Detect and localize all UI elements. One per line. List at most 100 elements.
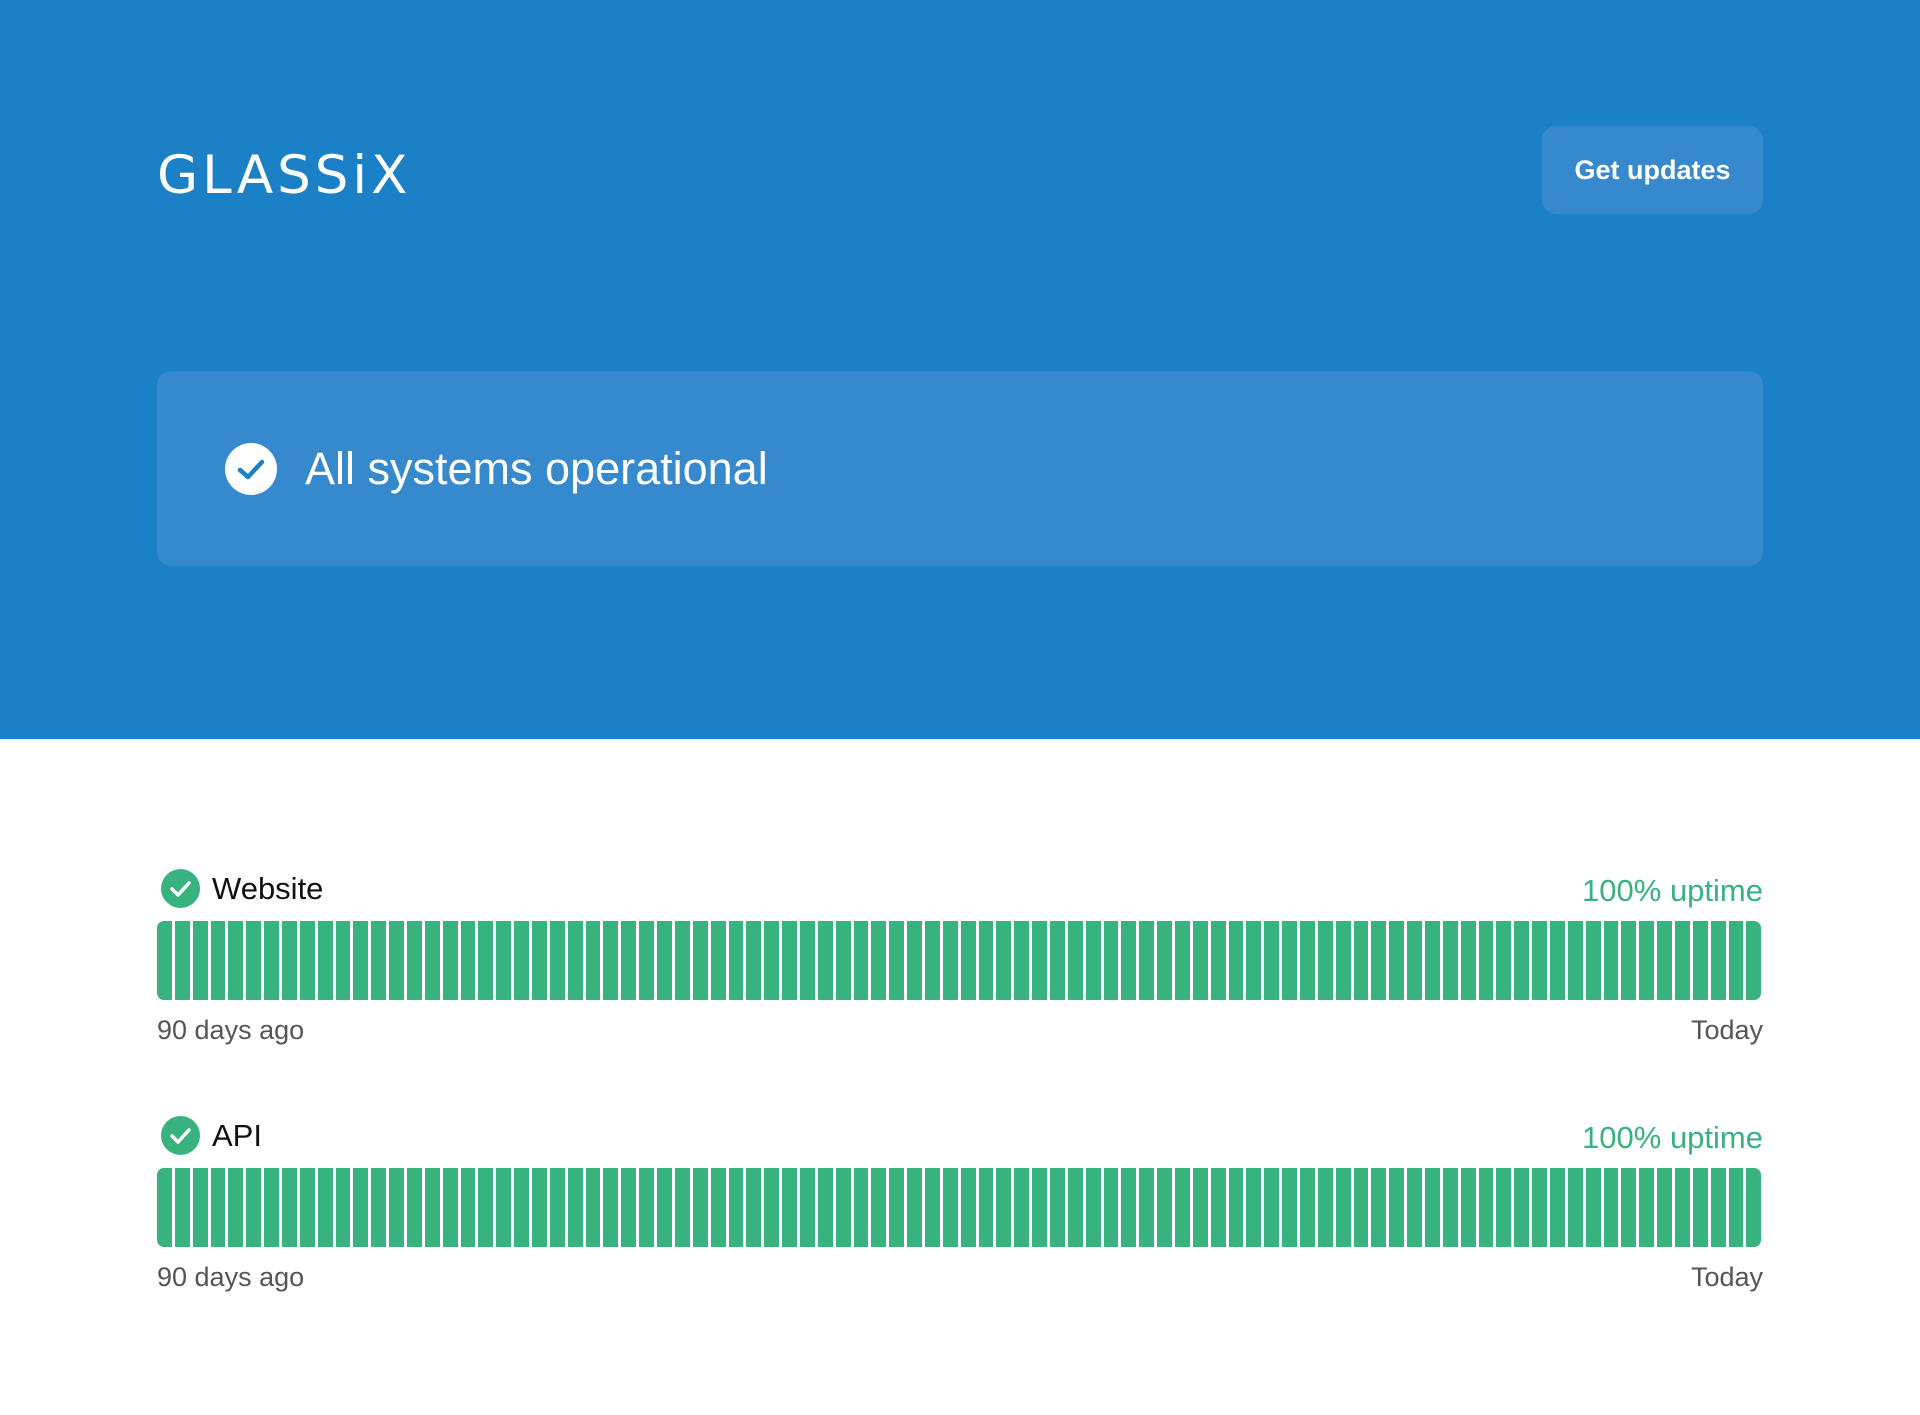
uptime-day-bar[interactable] (478, 1168, 494, 1247)
uptime-day-bar[interactable] (1192, 1168, 1208, 1247)
uptime-day-bar[interactable] (728, 921, 744, 1000)
uptime-day-bar[interactable] (1639, 921, 1655, 1000)
uptime-day-bar[interactable] (157, 921, 172, 1000)
uptime-day-bar[interactable] (1032, 1168, 1047, 1247)
uptime-day-bar[interactable] (1067, 921, 1083, 1000)
uptime-day-bar[interactable] (942, 921, 958, 1000)
uptime-day-bar[interactable] (335, 1168, 351, 1247)
uptime-day-bar[interactable] (1425, 921, 1440, 1000)
uptime-day-bar[interactable] (1389, 921, 1405, 1000)
uptime-day-bar[interactable] (1103, 1168, 1119, 1247)
uptime-day-bar[interactable] (853, 921, 869, 1000)
uptime-day-bar[interactable] (1692, 921, 1708, 1000)
uptime-day-bar[interactable] (460, 921, 476, 1000)
uptime-day-bar[interactable] (1067, 1168, 1083, 1247)
uptime-day-bar[interactable] (657, 921, 672, 1000)
uptime-day-bar[interactable] (1550, 921, 1565, 1000)
uptime-day-bar[interactable] (335, 921, 351, 1000)
uptime-day-bar[interactable] (1460, 921, 1476, 1000)
uptime-day-bar[interactable] (764, 1168, 780, 1247)
uptime-day-bar[interactable] (1085, 1168, 1101, 1247)
uptime-day-bar[interactable] (532, 921, 547, 1000)
uptime-day-bar[interactable] (960, 921, 976, 1000)
uptime-day-bar[interactable] (1282, 1168, 1297, 1247)
uptime-day-bar[interactable] (835, 921, 851, 1000)
uptime-day-bar[interactable] (1371, 921, 1387, 1000)
uptime-day-bar[interactable] (1532, 921, 1548, 1000)
uptime-day-bar[interactable] (1228, 921, 1244, 1000)
uptime-day-bar[interactable] (317, 1168, 333, 1247)
uptime-day-bar[interactable] (228, 921, 244, 1000)
uptime-day-bar[interactable] (174, 1168, 190, 1247)
uptime-day-bar[interactable] (585, 921, 601, 1000)
uptime-day-bar[interactable] (442, 921, 458, 1000)
uptime-day-bar[interactable] (1300, 1168, 1315, 1247)
uptime-day-bar[interactable] (585, 1168, 601, 1247)
uptime-day-bar[interactable] (978, 1168, 994, 1247)
uptime-day-bar[interactable] (1317, 1168, 1333, 1247)
uptime-day-bar[interactable] (246, 921, 262, 1000)
uptime-day-bar[interactable] (424, 1168, 440, 1247)
uptime-day-bar[interactable] (1407, 1168, 1423, 1247)
uptime-day-bar[interactable] (1514, 921, 1530, 1000)
uptime-day-bar[interactable] (1496, 921, 1512, 1000)
uptime-day-bar[interactable] (639, 1168, 655, 1247)
uptime-day-bar[interactable] (1675, 921, 1690, 1000)
uptime-day-bar[interactable] (299, 1168, 315, 1247)
uptime-day-bar[interactable] (157, 1168, 172, 1247)
uptime-day-bar[interactable] (853, 1168, 869, 1247)
uptime-day-bar[interactable] (549, 1168, 565, 1247)
uptime-day-bar[interactable] (1496, 1168, 1512, 1247)
uptime-day-bar[interactable] (1621, 1168, 1637, 1247)
uptime-day-bar[interactable] (710, 1168, 726, 1247)
uptime-day-bar[interactable] (764, 921, 780, 1000)
uptime-day-bar[interactable] (210, 1168, 226, 1247)
uptime-day-bar[interactable] (407, 921, 422, 1000)
uptime-day-bar[interactable] (264, 1168, 280, 1247)
uptime-day-bar[interactable] (389, 921, 405, 1000)
uptime-day-bar[interactable] (692, 921, 708, 1000)
uptime-day-bar[interactable] (621, 921, 637, 1000)
uptime-day-bar[interactable] (1692, 1168, 1708, 1247)
uptime-day-bar[interactable] (1550, 1168, 1565, 1247)
uptime-day-bar[interactable] (1282, 921, 1297, 1000)
uptime-day-bar[interactable] (1121, 1168, 1137, 1247)
uptime-day-bar[interactable] (639, 921, 655, 1000)
uptime-day-bar[interactable] (1603, 1168, 1619, 1247)
uptime-day-bar[interactable] (1478, 921, 1494, 1000)
uptime-day-bar[interactable] (907, 1168, 922, 1247)
uptime-day-bar[interactable] (1675, 1168, 1690, 1247)
uptime-day-bar[interactable] (1157, 1168, 1172, 1247)
uptime-day-bar[interactable] (299, 921, 315, 1000)
uptime-day-bar[interactable] (835, 1168, 851, 1247)
uptime-day-bar[interactable] (264, 921, 280, 1000)
uptime-day-bar[interactable] (1532, 1168, 1548, 1247)
uptime-day-bar[interactable] (603, 1168, 619, 1247)
uptime-day-bar[interactable] (567, 1168, 583, 1247)
uptime-day-bar[interactable] (1014, 921, 1030, 1000)
uptime-day-bar[interactable] (889, 921, 905, 1000)
uptime-day-bar[interactable] (692, 1168, 708, 1247)
uptime-day-bar[interactable] (1728, 921, 1744, 1000)
uptime-day-bar[interactable] (674, 921, 690, 1000)
uptime-day-bar[interactable] (1710, 1168, 1726, 1247)
uptime-day-bar[interactable] (496, 921, 512, 1000)
uptime-day-bar[interactable] (1639, 1168, 1655, 1247)
uptime-day-bar[interactable] (424, 921, 440, 1000)
uptime-day-bar[interactable] (1174, 1168, 1190, 1247)
uptime-day-bar[interactable] (799, 1168, 815, 1247)
uptime-day-bar[interactable] (1442, 921, 1458, 1000)
get-updates-button[interactable]: Get updates (1542, 126, 1763, 214)
uptime-day-bar[interactable] (942, 1168, 958, 1247)
uptime-day-bar[interactable] (371, 921, 387, 1000)
uptime-day-bar[interactable] (1139, 921, 1155, 1000)
uptime-day-bar[interactable] (1192, 921, 1208, 1000)
uptime-day-bar[interactable] (782, 1168, 797, 1247)
uptime-day-bar[interactable] (978, 921, 994, 1000)
uptime-day-bar[interactable] (1264, 921, 1280, 1000)
uptime-day-bar[interactable] (1425, 1168, 1440, 1247)
uptime-day-bar[interactable] (496, 1168, 512, 1247)
uptime-day-bar[interactable] (1657, 921, 1673, 1000)
uptime-day-bar[interactable] (1228, 1168, 1244, 1247)
uptime-day-bar[interactable] (996, 921, 1012, 1000)
